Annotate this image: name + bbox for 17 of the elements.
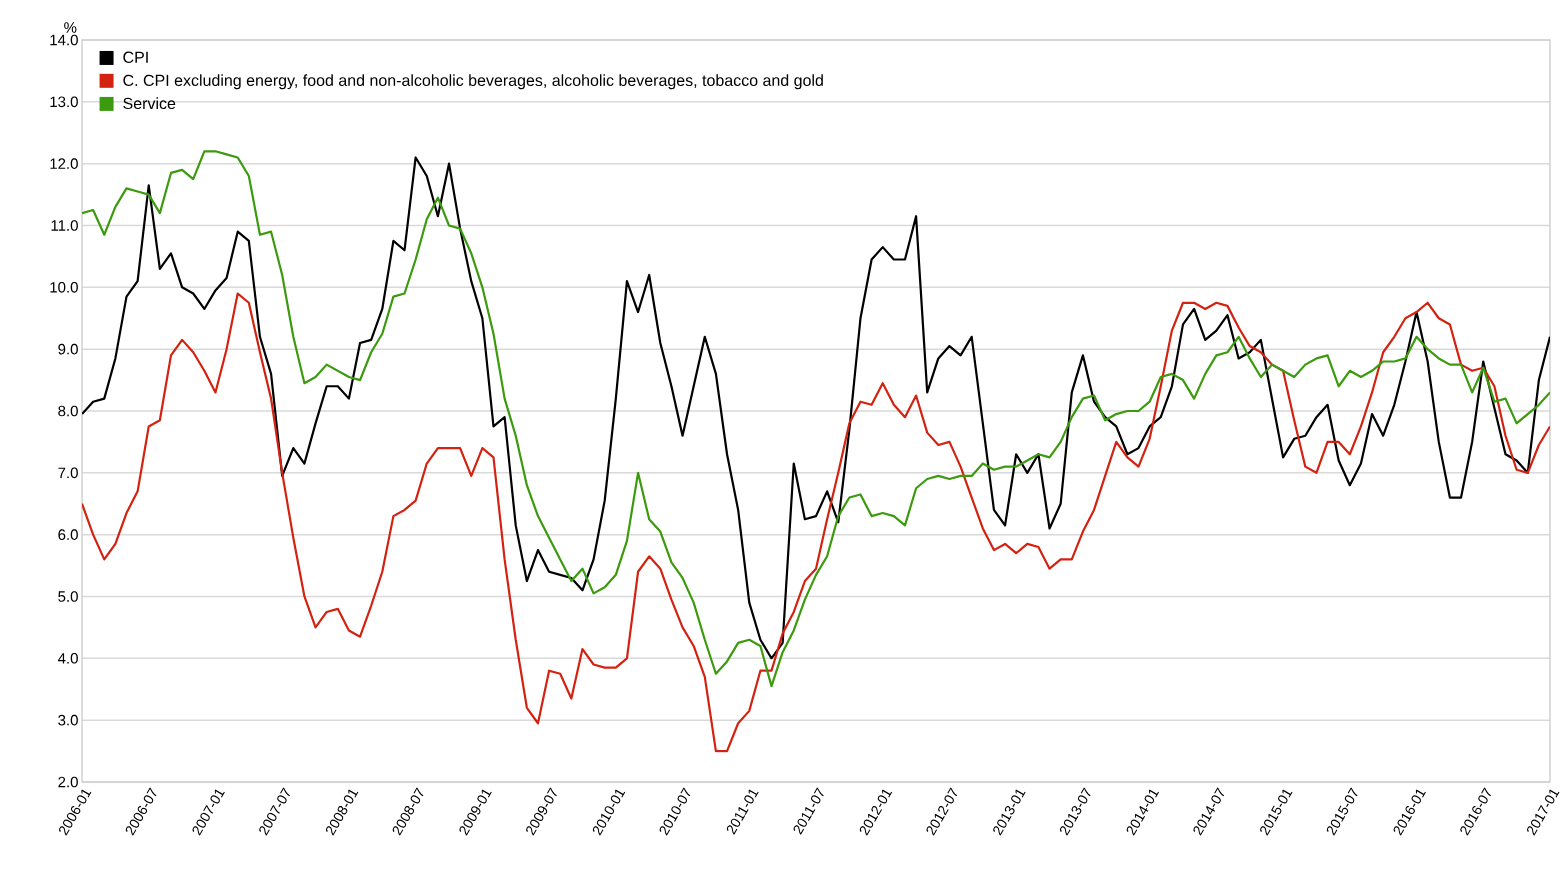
y-tick-label: 12.0 xyxy=(50,158,78,169)
y-tick-label: 5.0 xyxy=(58,591,78,602)
y-axis-title: % xyxy=(64,22,77,33)
y-tick-label: 14.0 xyxy=(50,34,78,46)
y-tick-label: 8.0 xyxy=(58,405,78,417)
y-tick-label: 2.0 xyxy=(58,776,78,788)
y-tick-label: 3.0 xyxy=(58,714,78,726)
y-tick-label: 11.0 xyxy=(51,220,78,231)
legend-label: CPI xyxy=(123,51,148,63)
y-tick-label: 6.0 xyxy=(58,529,78,540)
y-tick-label: 13.0 xyxy=(50,96,78,108)
y-tick-label: 9.0 xyxy=(58,343,78,355)
y-tick-label: 4.0 xyxy=(57,653,78,664)
legend-label: Service xyxy=(123,97,176,110)
legend-label: C. CPI excluding energy, food and non-alcoholic beverages, alcoholic beverages, tobacco and gold xyxy=(123,74,823,90)
y-tick-label: 10.0 xyxy=(50,282,78,293)
y-tick-label: 7.0 xyxy=(58,467,78,479)
